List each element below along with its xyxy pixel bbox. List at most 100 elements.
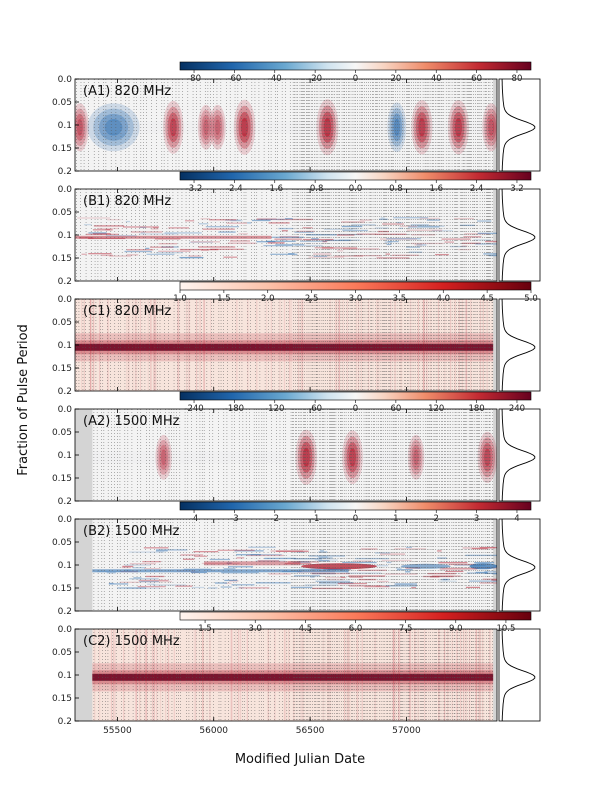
residual-streak [465, 586, 480, 589]
residual-streak [426, 219, 441, 221]
epoch-stripe [155, 629, 158, 721]
residual-streak [311, 572, 350, 575]
residual-streak [209, 558, 231, 561]
residual-streak [484, 570, 497, 573]
epoch-stripe [430, 299, 432, 391]
residual-streak [221, 572, 259, 574]
residual-streak [255, 582, 291, 584]
residual-streak [294, 575, 320, 577]
epoch-stripe [283, 629, 286, 721]
x-tick-label: 57000 [392, 726, 421, 736]
panel-label: (C1) 820 MHz [83, 304, 172, 319]
residual-streak [210, 248, 244, 251]
y-tick-label: 0.1 [58, 671, 72, 681]
residual-streak [294, 244, 323, 247]
panel-label: (A2) 1500 MHz [83, 414, 180, 429]
epoch-stripe [238, 629, 240, 721]
residual-streak [410, 242, 444, 245]
epoch-stripe [346, 299, 348, 391]
epoch-stripe [203, 299, 205, 391]
epoch-stripe [438, 629, 440, 721]
residual-streak [386, 238, 421, 240]
epoch-stripe [147, 299, 149, 391]
epoch-stripe [139, 629, 141, 721]
residual-streak [189, 241, 214, 243]
colorbar-tick-label: 2.0 [261, 294, 275, 304]
panel-5-plot-area [75, 519, 497, 611]
residual-streak [483, 253, 497, 255]
epoch-stripe [155, 299, 157, 391]
colorbar-tick-label: 2.5 [305, 294, 319, 304]
residual-streak [396, 569, 413, 571]
colorbar-tick-label: 180 [468, 404, 484, 414]
residual-streak [126, 587, 160, 589]
residual-streak [386, 561, 392, 564]
residual-streak [474, 562, 495, 564]
residual-streak [417, 225, 445, 227]
residual-streak [137, 585, 166, 588]
residual-streak [202, 228, 235, 230]
x-tick-label: 56500 [296, 726, 325, 736]
residual-streak [382, 223, 405, 225]
residual-streak [88, 232, 107, 234]
epoch-stripe [235, 629, 237, 721]
epoch-stripe [417, 629, 419, 721]
y-tick-label: 0.1 [58, 341, 72, 351]
residual-streak [88, 237, 126, 240]
epoch-stripe [376, 299, 378, 391]
y-tick-label: 0.0 [58, 75, 73, 85]
residual-streak [264, 557, 296, 560]
residual-streak [226, 222, 248, 224]
variability-feature-4 [197, 104, 215, 150]
residual-streak [304, 584, 338, 586]
residual-streak [358, 578, 377, 581]
residual-streak [302, 227, 313, 229]
epoch-stripe [300, 629, 302, 721]
residual-streak [224, 579, 238, 582]
residual-streak [256, 241, 276, 243]
colorbar-tick-label: -180 [225, 404, 244, 414]
epoch-stripe [195, 299, 198, 391]
residual-streak [406, 546, 412, 549]
residual-streak [348, 585, 381, 587]
epoch-stripe [99, 299, 101, 391]
colorbar-tick-label: 10.5 [496, 624, 515, 634]
colorbar [179, 61, 532, 71]
epoch-stripe [150, 299, 152, 391]
residual-streak [139, 233, 178, 235]
epoch-stripe [193, 629, 195, 721]
y-tick-label: 0.05 [52, 208, 72, 218]
y-tick-label: 0.15 [52, 364, 72, 374]
variability-feature-11 [482, 103, 497, 152]
epoch-stripe [360, 299, 363, 391]
residual-band-negative [92, 569, 349, 573]
residual-streak [461, 242, 481, 244]
epoch-stripe [288, 299, 291, 391]
residual-streak [229, 240, 251, 242]
residual-streak [158, 250, 191, 252]
residual-streak [190, 571, 207, 574]
epoch-stripe [422, 299, 424, 391]
residual-streak [263, 245, 294, 247]
residual-streak [431, 230, 453, 232]
residual-streak [129, 578, 159, 580]
residual-streak [438, 580, 457, 582]
panel-4: 0.0 0.05 0.1 0.15 0.2 (A2) 1500 MHz -240 -180 -1… [52, 391, 541, 507]
epoch-stripe [329, 299, 331, 391]
variability-feature-11 [486, 113, 497, 141]
residual-streak [441, 238, 471, 240]
residual-streak [317, 556, 328, 558]
residual-streak [105, 235, 137, 237]
colorbar-tick-label: 1.6 [429, 184, 443, 194]
colorbar-tick-label: -120 [265, 404, 284, 414]
residual-streak [234, 550, 264, 552]
residual-streak [380, 238, 417, 240]
epoch-stripe [300, 299, 302, 391]
residual-streak [341, 225, 363, 228]
x-tick-label: 55500 [103, 726, 132, 736]
epoch-stripe [285, 629, 287, 721]
colorbar [179, 391, 532, 401]
epoch-stripe [94, 629, 96, 721]
panel-4-plot-area [75, 409, 497, 501]
